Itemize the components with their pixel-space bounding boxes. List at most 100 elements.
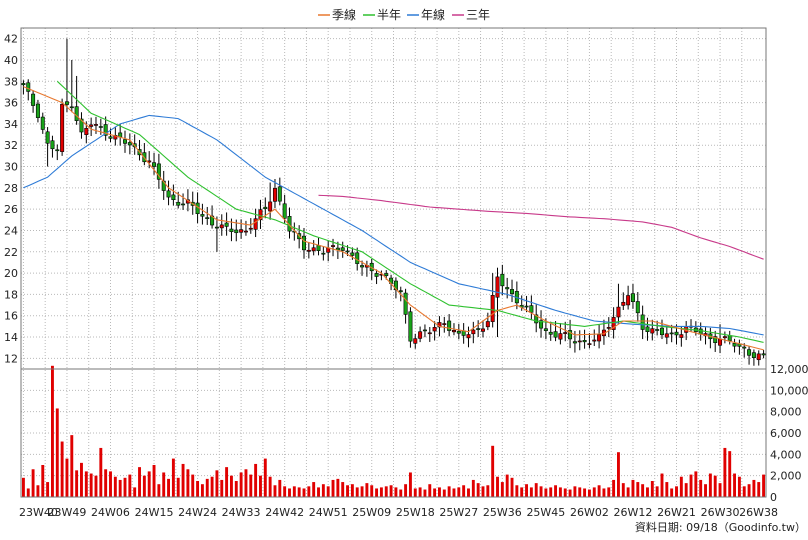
- x-tick-label: 25W27: [439, 506, 478, 519]
- volume-bar: [244, 469, 248, 497]
- candle-body: [727, 335, 732, 342]
- candle-body: [316, 245, 321, 251]
- volume-bar: [317, 487, 320, 497]
- volume-bar: [167, 478, 170, 497]
- volume-bar: [583, 488, 587, 497]
- candle-body: [539, 320, 544, 329]
- volume-bar: [549, 487, 553, 497]
- price-tick-label: 40: [4, 54, 18, 67]
- volume-bar: [587, 489, 591, 497]
- candle-body: [277, 186, 282, 202]
- volume-bar: [675, 486, 678, 497]
- volume-bar: [747, 484, 751, 497]
- candle-body: [427, 332, 432, 335]
- volume-bar: [438, 487, 441, 497]
- candle-body: [466, 334, 471, 339]
- volume-bar: [525, 484, 528, 497]
- candle-body: [640, 314, 645, 330]
- volume-bar: [60, 441, 64, 497]
- candle-body: [490, 295, 495, 322]
- price-tick-label: 22: [4, 246, 18, 259]
- volume-bars: [21, 365, 766, 497]
- volume-bar: [563, 488, 567, 497]
- candle-body: [40, 116, 45, 130]
- volume-bar: [379, 487, 383, 497]
- candle-body: [408, 311, 413, 342]
- candle-body: [403, 292, 408, 315]
- candle-body: [611, 317, 616, 330]
- volume-bar: [534, 483, 538, 497]
- x-tick-label: 26W02: [570, 506, 609, 519]
- price-tick-label: 34: [4, 118, 18, 131]
- candle-body: [50, 140, 55, 150]
- price-tick-label: 12: [4, 352, 18, 365]
- candle-body: [253, 218, 258, 230]
- volume-bar: [467, 488, 470, 497]
- volume-bar: [515, 485, 519, 497]
- legend: 季線 半年 年線 三年: [318, 7, 490, 22]
- volume-bar: [762, 474, 766, 497]
- volume-bar: [646, 487, 649, 497]
- legend-label-three-year: 三年: [466, 8, 490, 22]
- volume-bar: [133, 487, 137, 497]
- volume-bar: [157, 484, 161, 497]
- candle-body: [505, 287, 510, 290]
- volume-bar: [679, 476, 683, 497]
- volume-bar: [283, 486, 287, 497]
- candle-body: [718, 338, 723, 346]
- volume-bar: [50, 365, 54, 497]
- volume-bar: [471, 479, 475, 497]
- candle-body: [69, 106, 74, 109]
- candle-body: [108, 136, 113, 139]
- volume-bar: [428, 484, 432, 497]
- volume-bar: [481, 486, 485, 497]
- candle-body: [45, 131, 50, 144]
- candle-body: [93, 124, 98, 126]
- volume-bar: [718, 483, 722, 497]
- candle-body: [331, 245, 336, 247]
- candle-body: [268, 201, 273, 212]
- volume-bar: [689, 474, 693, 497]
- candle-body: [485, 321, 490, 328]
- volume-bar: [118, 479, 122, 497]
- volume-bar: [607, 487, 611, 497]
- candle-body: [374, 273, 379, 277]
- price-tick-label: 26: [4, 203, 18, 216]
- volume-bar: [742, 486, 746, 497]
- x-tick-label: 25W09: [352, 506, 391, 519]
- candle-body: [64, 101, 69, 105]
- x-tick-label: 26W30: [701, 506, 740, 519]
- volume-bar: [138, 467, 141, 497]
- candle-body: [103, 124, 108, 136]
- volume-bar: [708, 473, 712, 497]
- candle-body: [306, 249, 311, 252]
- candle-body: [152, 162, 157, 167]
- candle-body: [214, 226, 219, 229]
- volume-bar: [341, 482, 345, 497]
- volume-bar: [84, 471, 88, 497]
- candle-body: [481, 328, 485, 332]
- volume-bar: [641, 484, 645, 497]
- volume-bar: [215, 470, 219, 497]
- candle-body: [224, 222, 229, 227]
- candle-body: [669, 332, 674, 335]
- footer-source: 資料日期: 09/18（Goodinfo.tw）: [635, 520, 806, 534]
- candle-body: [451, 330, 456, 333]
- volume-bar: [331, 479, 335, 497]
- volume-tick-label: 2,000: [770, 470, 802, 483]
- volume-bar: [113, 476, 117, 497]
- candle-body: [742, 346, 747, 349]
- volume-bar: [70, 435, 74, 497]
- volume-bar: [757, 482, 761, 497]
- volume-bar: [336, 478, 340, 497]
- x-tick-label: 24W51: [309, 506, 348, 519]
- volume-bar: [462, 485, 466, 497]
- volume-bar: [21, 477, 25, 497]
- candle-body: [524, 305, 529, 308]
- candle-body: [635, 301, 640, 314]
- volume-bar: [602, 488, 606, 497]
- volume-bar: [365, 483, 369, 497]
- volume-bar: [65, 458, 69, 497]
- candle-body: [650, 328, 655, 334]
- ma-three-year-line: [318, 194, 764, 260]
